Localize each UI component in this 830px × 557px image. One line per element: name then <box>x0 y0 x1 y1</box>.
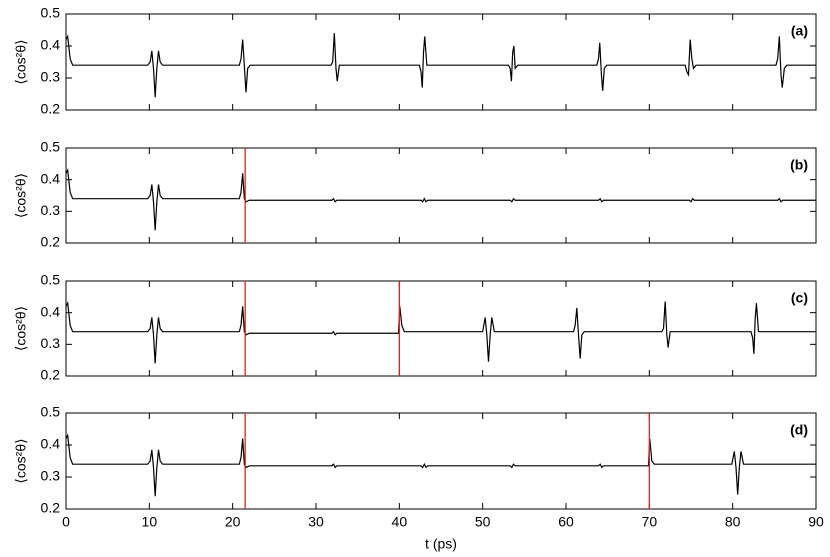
x-tick-label: 10 <box>142 514 158 530</box>
y-axis-label: ⟨cos²θ⟩ <box>13 39 29 84</box>
plot-area <box>66 433 816 497</box>
panel-label: (b) <box>790 157 808 173</box>
data-line <box>66 433 816 497</box>
x-tick-label: 90 <box>808 514 824 530</box>
x-tick-label: 20 <box>225 514 241 530</box>
data-line <box>66 33 816 98</box>
y-tick-label: 0.3 <box>41 69 61 85</box>
panel-label: (d) <box>790 422 808 438</box>
x-tick-label: 70 <box>642 514 658 530</box>
y-tick-label: 0.5 <box>41 5 61 21</box>
y-tick-label: 0.3 <box>41 468 61 484</box>
y-tick-label: 0.5 <box>41 272 61 288</box>
x-axis-label: t (ps) <box>425 536 457 552</box>
y-tick-label: 0.3 <box>41 202 61 218</box>
axes-frame <box>65 13 817 111</box>
x-tick-label: 50 <box>475 514 491 530</box>
panel-label: (c) <box>791 290 808 306</box>
plot-area <box>66 301 816 364</box>
y-axis-label: ⟨cos²θ⟩ <box>13 306 29 351</box>
x-tick-label: 80 <box>725 514 741 530</box>
y-tick-label: 0.4 <box>41 170 61 186</box>
y-tick-label: 0.4 <box>41 37 61 53</box>
x-tick-label: 40 <box>392 514 408 530</box>
y-axis-label: ⟨cos²θ⟩ <box>13 438 29 483</box>
y-tick-label: 0.2 <box>41 367 61 383</box>
plot-area <box>66 33 816 98</box>
y-tick-label: 0.4 <box>41 436 61 452</box>
axes-frame <box>65 280 817 377</box>
y-tick-label: 0.5 <box>41 404 61 420</box>
y-axis-label: ⟨cos²θ⟩ <box>13 173 29 218</box>
y-tick-label: 0.5 <box>41 139 61 155</box>
axes-frame <box>65 147 817 244</box>
data-line <box>66 301 816 364</box>
y-tick-label: 0.2 <box>41 234 61 250</box>
x-tick-label: 60 <box>558 514 574 530</box>
panel-label: (a) <box>791 23 808 39</box>
y-tick-label: 0.3 <box>41 335 61 351</box>
y-tick-label: 0.4 <box>41 303 61 319</box>
data-line <box>66 168 816 231</box>
y-tick-label: 0.2 <box>41 101 61 117</box>
x-tick-label: 0 <box>62 514 70 530</box>
axes-frame <box>65 412 817 510</box>
x-tick-label: 30 <box>308 514 324 530</box>
y-tick-label: 0.2 <box>41 500 61 516</box>
plot-area <box>66 168 816 231</box>
